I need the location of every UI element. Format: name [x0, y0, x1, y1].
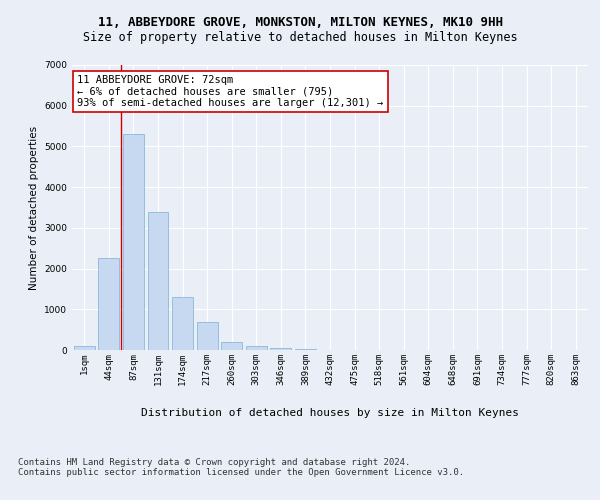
Bar: [246, 346, 267, 350]
Text: Contains HM Land Registry data © Crown copyright and database right 2024.
Contai: Contains HM Land Registry data © Crown c…: [18, 458, 464, 477]
Bar: [271, 348, 292, 350]
Bar: [197, 322, 218, 350]
Bar: [74, 346, 95, 350]
Bar: [148, 212, 169, 350]
Bar: [295, 349, 316, 350]
Bar: [221, 342, 242, 350]
Text: 11, ABBEYDORE GROVE, MONKSTON, MILTON KEYNES, MK10 9HH: 11, ABBEYDORE GROVE, MONKSTON, MILTON KE…: [97, 16, 503, 29]
Text: 11 ABBEYDORE GROVE: 72sqm
← 6% of detached houses are smaller (795)
93% of semi-: 11 ABBEYDORE GROVE: 72sqm ← 6% of detach…: [77, 75, 383, 108]
Bar: [98, 258, 119, 350]
Text: Distribution of detached houses by size in Milton Keynes: Distribution of detached houses by size …: [141, 408, 519, 418]
Bar: [172, 297, 193, 350]
Text: Size of property relative to detached houses in Milton Keynes: Size of property relative to detached ho…: [83, 31, 517, 44]
Bar: [123, 134, 144, 350]
Y-axis label: Number of detached properties: Number of detached properties: [29, 126, 38, 290]
